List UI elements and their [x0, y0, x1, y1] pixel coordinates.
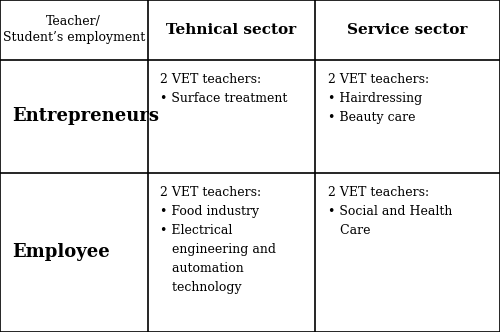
Text: Tehnical sector: Tehnical sector	[166, 23, 296, 37]
Text: 2 VET teachers:
• Hairdressing
• Beauty care: 2 VET teachers: • Hairdressing • Beauty …	[328, 73, 428, 124]
Text: Service sector: Service sector	[348, 23, 468, 37]
Text: Entrepreneurs: Entrepreneurs	[12, 107, 160, 125]
Text: 2 VET teachers:
• Food industry
• Electrical
   engineering and
   automation
  : 2 VET teachers: • Food industry • Electr…	[160, 186, 276, 294]
Text: 2 VET teachers:
• Social and Health
   Care: 2 VET teachers: • Social and Health Care	[328, 186, 452, 237]
Text: Teacher/
Student’s employment: Teacher/ Student’s employment	[2, 15, 145, 44]
Text: 2 VET teachers:
• Surface treatment: 2 VET teachers: • Surface treatment	[160, 73, 288, 105]
Text: Employee: Employee	[12, 243, 110, 261]
